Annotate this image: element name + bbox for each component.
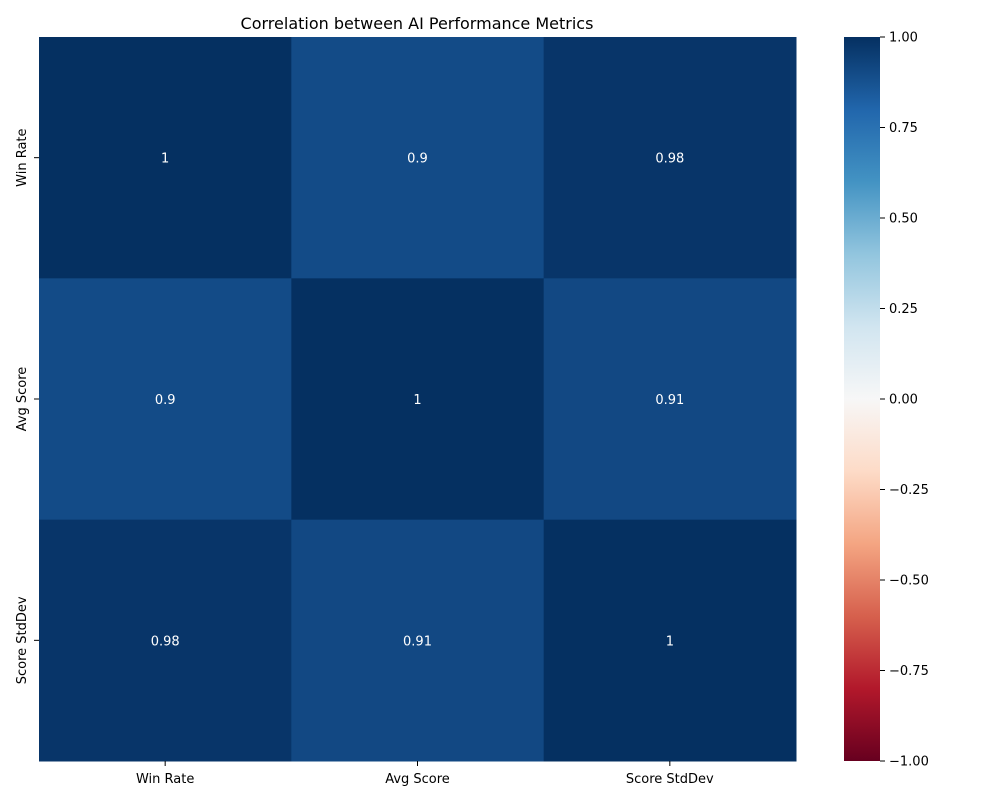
colorbar-gradient xyxy=(844,37,880,761)
heatmap-cell xyxy=(39,278,292,521)
cell-value-label: 1 xyxy=(666,634,674,649)
heatmap-cell xyxy=(543,37,797,279)
y-axis: Win Rate Avg Score Score StdDev xyxy=(15,128,39,684)
cell-value-label: 0.98 xyxy=(655,152,684,167)
colorbar-tick-label: −0.50 xyxy=(889,574,929,589)
heatmap-cell xyxy=(543,519,797,762)
colorbar xyxy=(844,37,880,761)
y-tick-label: Win Rate xyxy=(15,128,30,186)
x-axis: Win Rate Avg Score Score StdDev xyxy=(136,761,714,787)
cell-value-label: 0.9 xyxy=(155,393,176,408)
heatmap-cell xyxy=(543,278,797,521)
colorbar-tick-label: 0.50 xyxy=(889,212,918,227)
colorbar-tick-label: −0.25 xyxy=(889,483,929,498)
x-tick-label: Win Rate xyxy=(136,772,194,787)
cell-value-label: 1 xyxy=(413,393,421,408)
heatmap-cell xyxy=(39,37,292,279)
heatmap-cell xyxy=(291,519,545,762)
colorbar-tick-label: 0.75 xyxy=(889,121,918,136)
heatmap-cell xyxy=(291,37,545,279)
cell-value-label: 0.9 xyxy=(407,152,428,167)
chart-title: Correlation between AI Performance Metri… xyxy=(241,14,594,33)
x-tick-label: Score StdDev xyxy=(626,772,714,787)
heatmap-cell xyxy=(39,519,292,762)
colorbar-tick-label: −0.75 xyxy=(889,664,929,679)
colorbar-ticks: 1.00 0.75 0.50 0.25 0.00 −0.25 −0.50 −0.75 −1.00 xyxy=(880,31,929,770)
colorbar-tick-label: 0.25 xyxy=(889,302,918,317)
cell-value-label: 0.91 xyxy=(403,634,432,649)
cell-value-label: 0.98 xyxy=(151,634,180,649)
y-tick-label: Score StdDev xyxy=(15,596,30,684)
cell-value-label: 1 xyxy=(161,152,169,167)
colorbar-tick-label: −1.00 xyxy=(889,755,929,770)
y-tick-label: Avg Score xyxy=(15,367,30,432)
cell-value-label: 0.91 xyxy=(655,393,684,408)
colorbar-tick-label: 0.00 xyxy=(889,393,918,408)
heatmap-cells: 1 0.9 0.980.9 1 0.910.98 0.91 1 xyxy=(39,37,797,762)
heatmap-cell xyxy=(291,278,545,521)
colorbar-tick-label: 1.00 xyxy=(889,31,918,46)
x-tick-label: Avg Score xyxy=(385,772,450,787)
